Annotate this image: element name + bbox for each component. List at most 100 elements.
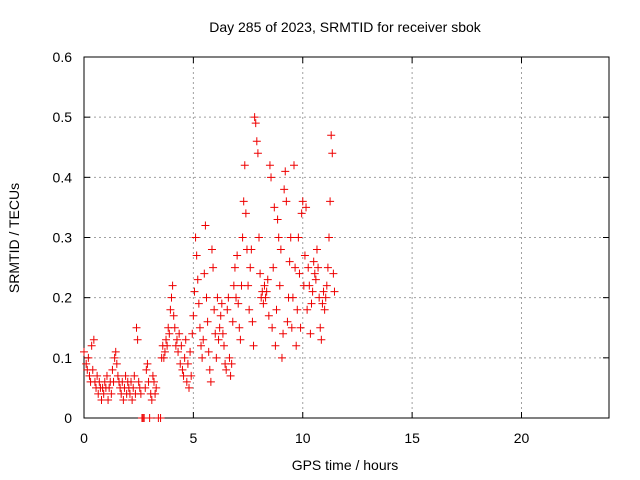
data-point — [201, 221, 210, 230]
x-tick-label: 10 — [295, 430, 311, 446]
data-point — [80, 347, 88, 356]
data-point — [199, 335, 208, 344]
data-point — [152, 383, 161, 392]
data-point — [246, 263, 255, 272]
data-point — [229, 281, 238, 290]
data-point — [203, 317, 212, 326]
data-point — [318, 299, 327, 308]
data-point — [192, 251, 201, 260]
data-point — [108, 365, 117, 374]
data-point — [218, 329, 227, 338]
data-point — [127, 377, 136, 386]
data-point — [287, 323, 296, 332]
y-axis-label: SRMTID / TECUs — [6, 183, 22, 293]
data-point — [200, 269, 209, 278]
data-point — [180, 353, 189, 362]
data-point — [150, 377, 158, 386]
data-point — [217, 299, 226, 308]
data-point — [310, 269, 319, 278]
data-point — [294, 233, 303, 242]
data-point — [84, 353, 93, 362]
data-point — [205, 365, 214, 374]
data-point — [247, 245, 256, 254]
y-tick-label: 0.5 — [53, 109, 73, 125]
data-point — [265, 161, 274, 170]
data-point — [189, 311, 198, 320]
data-point — [147, 395, 156, 404]
data-point — [292, 341, 301, 350]
data-point — [128, 395, 137, 404]
data-point — [281, 167, 290, 176]
data-point — [303, 305, 312, 314]
data-points — [80, 113, 339, 422]
data-point — [259, 299, 268, 308]
data-point — [215, 323, 224, 332]
data-point — [253, 149, 262, 158]
y-tick-label: 0.4 — [53, 169, 73, 185]
data-point — [297, 209, 306, 218]
data-point — [142, 365, 151, 374]
y-tick-label: 0.3 — [53, 230, 73, 246]
data-point — [93, 371, 102, 380]
data-point — [85, 371, 94, 380]
data-point — [261, 293, 270, 302]
chart-title: Day 285 of 2023, SRMTID for receiver sbo… — [209, 19, 482, 35]
data-point — [156, 414, 165, 422]
data-point — [133, 335, 142, 344]
data-point — [223, 305, 232, 314]
data-point — [174, 347, 183, 356]
data-point — [302, 203, 311, 212]
data-point — [328, 149, 337, 158]
data-point — [145, 414, 154, 422]
data-point — [121, 371, 130, 380]
data-point — [248, 317, 257, 326]
data-point — [213, 293, 222, 302]
data-point — [195, 323, 204, 332]
data-point — [89, 335, 98, 344]
data-point — [168, 281, 177, 290]
data-point — [270, 203, 279, 212]
y-tick-label: 0.6 — [53, 49, 73, 65]
data-point — [204, 347, 213, 356]
data-point — [295, 269, 304, 278]
data-point — [176, 359, 185, 368]
data-point — [309, 257, 318, 266]
data-point — [320, 305, 329, 314]
data-point — [298, 197, 307, 206]
data-point — [291, 263, 300, 272]
data-point — [282, 197, 291, 206]
data-point — [104, 395, 113, 404]
data-point — [188, 329, 197, 338]
data-point — [82, 359, 91, 368]
data-point — [249, 341, 258, 350]
data-point — [207, 245, 216, 254]
data-point — [183, 359, 192, 368]
data-point — [186, 347, 195, 356]
data-point — [300, 251, 309, 260]
data-point — [151, 389, 160, 398]
data-point — [304, 263, 313, 272]
data-point — [306, 329, 315, 338]
data-point — [130, 371, 139, 380]
data-point — [290, 161, 298, 170]
data-point — [240, 161, 249, 170]
data-point — [286, 233, 295, 242]
data-point — [111, 347, 120, 356]
data-point — [273, 215, 282, 224]
x-tick-label: 20 — [514, 430, 530, 446]
data-point — [252, 137, 261, 146]
x-axis-label: GPS time / hours — [292, 457, 399, 473]
data-point — [197, 341, 206, 350]
data-point — [244, 281, 253, 290]
y-tick-label: 0.2 — [53, 290, 73, 306]
data-point — [160, 347, 169, 356]
data-point — [206, 377, 215, 386]
data-point — [323, 263, 332, 272]
data-point — [202, 293, 211, 302]
data-point — [178, 365, 187, 374]
data-point — [268, 323, 277, 332]
data-point — [190, 287, 199, 296]
data-point — [167, 293, 176, 302]
data-point — [88, 365, 97, 374]
